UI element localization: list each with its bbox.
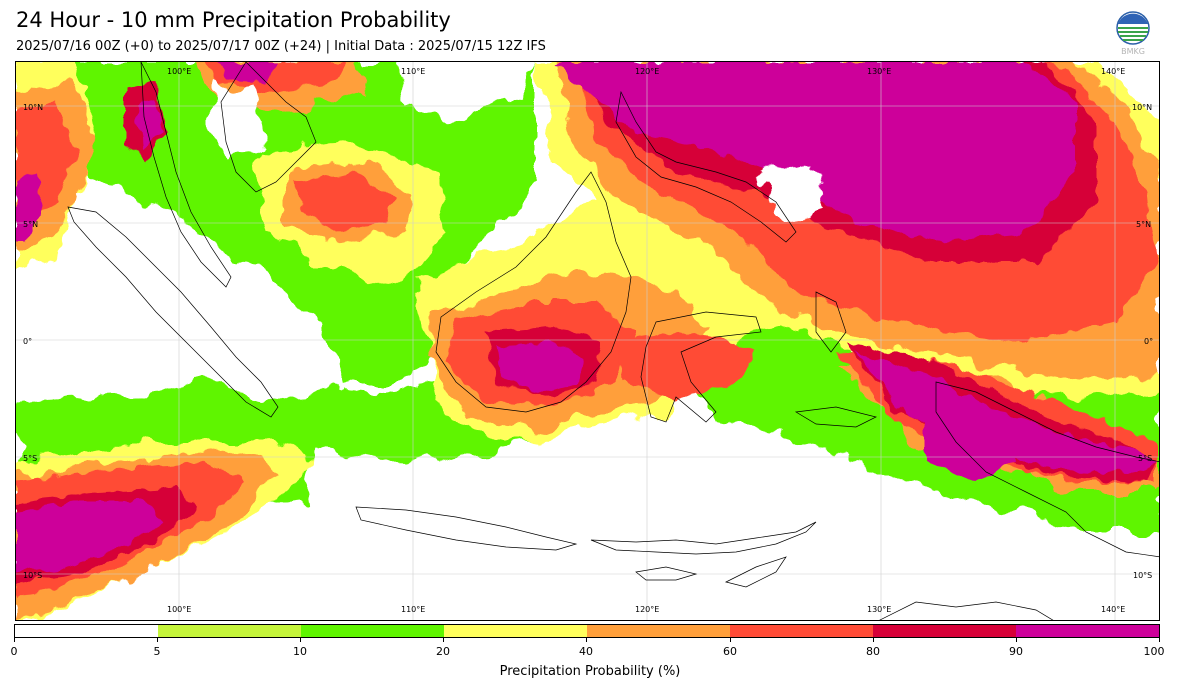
logo-text: BMKG	[1121, 47, 1145, 56]
colorbar-tick	[586, 637, 587, 642]
lat-label-right: 10°S	[1133, 571, 1153, 580]
lon-label-bottom: 130°E	[867, 605, 892, 614]
colorbar-tick	[443, 637, 444, 642]
colorbar-tick-label: 5	[153, 645, 161, 658]
colorbar-segment	[158, 625, 301, 637]
lat-label-left: 10°S	[23, 571, 43, 580]
lon-label-top: 120°E	[635, 67, 660, 76]
colorbar-tick	[14, 637, 15, 642]
colorbar-title: Precipitation Probability (%)	[499, 664, 681, 679]
lat-label-left: 0°	[23, 337, 33, 346]
colorbar-segment	[587, 625, 730, 637]
map-subtitle: 2025/07/16 00Z (+0) to 2025/07/17 00Z (+…	[16, 39, 546, 54]
graticule	[16, 62, 1159, 620]
colorbar-tick-label: 40	[579, 645, 593, 658]
colorbar-segment	[873, 625, 1016, 637]
colorbar-tick-label: 20	[436, 645, 450, 658]
lat-label-left: 5°S	[23, 454, 38, 463]
lon-label-top: 140°E	[1101, 67, 1126, 76]
precipitation-field	[16, 62, 1159, 620]
lon-label-bottom: 140°E	[1101, 605, 1126, 614]
colorbar-tick	[157, 637, 158, 642]
lat-label-left: 5°N	[23, 220, 39, 229]
lon-label-top: 130°E	[867, 67, 892, 76]
colorbar-segment	[730, 625, 873, 637]
colorbar-tick	[730, 637, 731, 642]
lat-label-right: 10°N	[1132, 103, 1153, 112]
lat-label-left: 10°N	[23, 103, 44, 112]
colorbar-tick	[873, 637, 874, 642]
lat-label-right: 5°S	[1138, 454, 1153, 463]
bmkg-logo: BMKG	[1112, 10, 1154, 56]
colorbar-tick-label: 10	[293, 645, 307, 658]
colorbar-tick-label: 80	[866, 645, 880, 658]
coastlines	[67, 62, 1159, 620]
lon-label-bottom: 120°E	[635, 605, 660, 614]
colorbar-segment	[444, 625, 587, 637]
map-title: 24 Hour - 10 mm Precipitation Probabilit…	[16, 8, 451, 32]
colorbar-segment	[15, 625, 158, 637]
lat-label-right: 0°	[1144, 337, 1154, 346]
colorbar-segment	[1016, 625, 1159, 637]
colorbar-tick	[300, 637, 301, 642]
colorbar	[14, 624, 1160, 638]
colorbar-segment	[301, 625, 444, 637]
precipitation-map: 100°E 110°E 120°E 130°E 140°E 100°E 110°…	[15, 61, 1160, 621]
bmkg-logo-icon: BMKG	[1116, 11, 1150, 56]
colorbar-tick-label: 60	[723, 645, 737, 658]
lon-label-top: 100°E	[167, 67, 192, 76]
lon-label-bottom: 100°E	[167, 605, 192, 614]
lat-label-right: 5°N	[1136, 220, 1152, 229]
colorbar-tick-label: 90	[1009, 645, 1023, 658]
lon-label-top: 110°E	[401, 67, 426, 76]
colorbar-tick-label: 100	[1143, 645, 1165, 658]
colorbar-tick	[1016, 637, 1017, 642]
lon-label-bottom: 110°E	[401, 605, 426, 614]
colorbar-tick	[1159, 637, 1160, 642]
colorbar-tick-label: 0	[10, 645, 18, 658]
